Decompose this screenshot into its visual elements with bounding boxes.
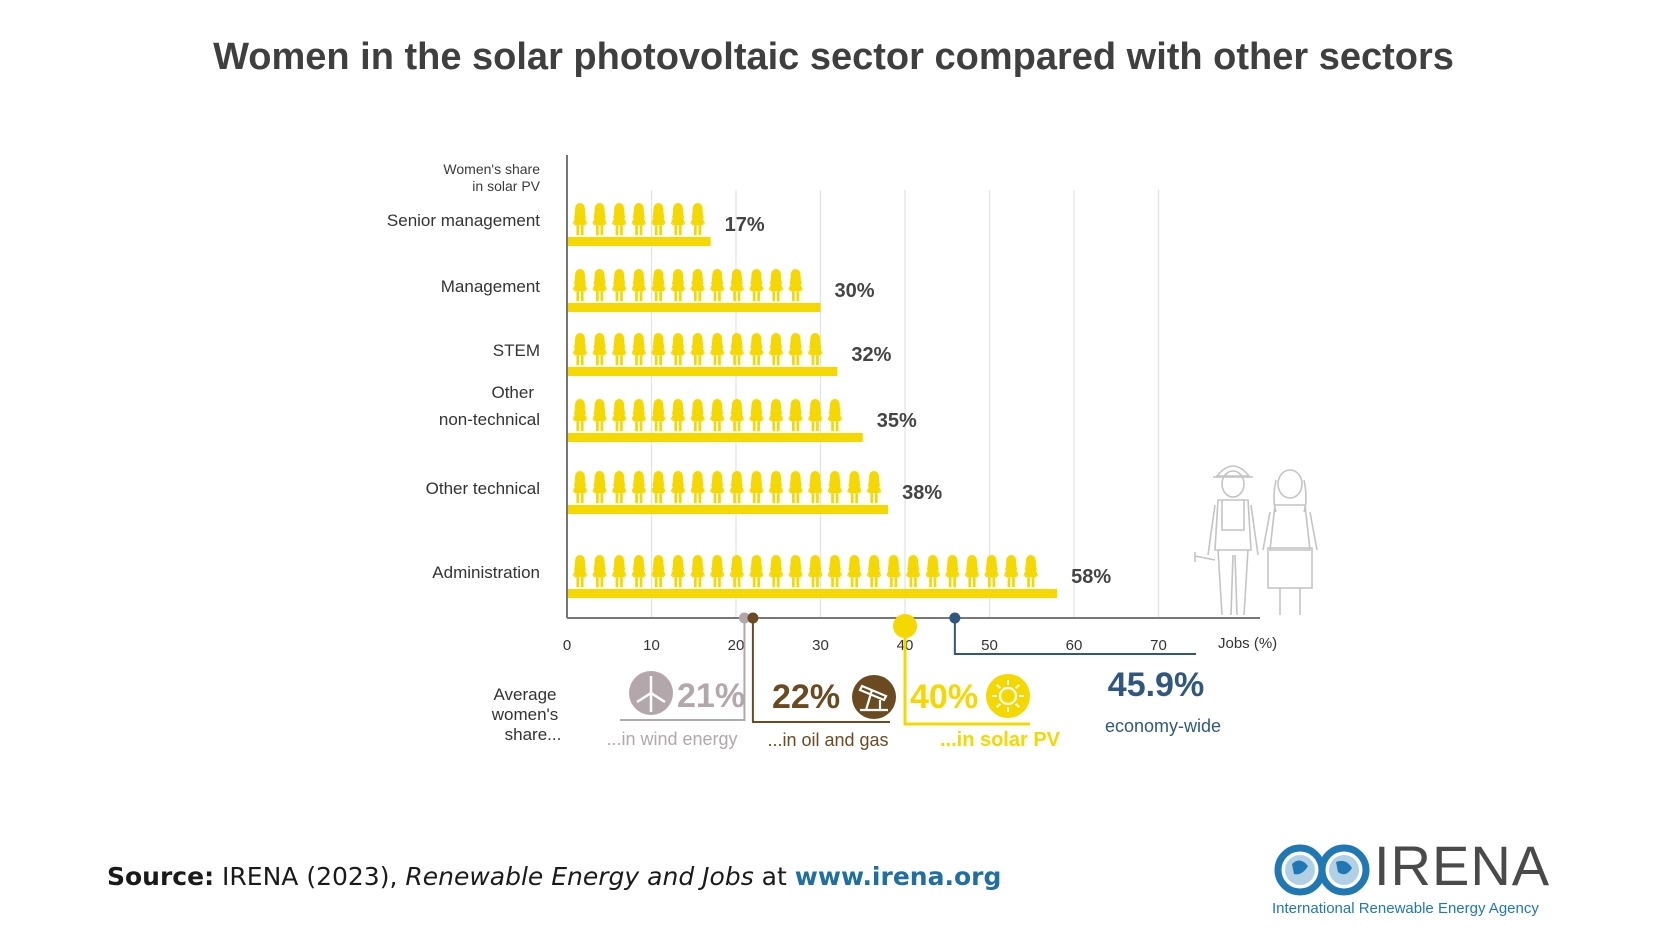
wind-turbine-icon	[629, 671, 673, 715]
globe-infinity-icon	[1274, 844, 1370, 896]
bar-base	[567, 303, 821, 312]
category-label: Other technical	[426, 479, 540, 498]
bar: 32%	[567, 332, 892, 376]
benchmark-caption: economy-wide	[1105, 716, 1221, 736]
benchmark-solar: 40% ...in solar PV	[893, 614, 1061, 751]
category-label: Senior management	[387, 211, 540, 230]
women-workers-illustration	[1194, 465, 1318, 616]
logo-tagline: International Renewable Energy Agency	[1272, 900, 1539, 917]
irena-logo: IRENA International Renewable Energy Age…	[1272, 838, 1562, 918]
x-tick-label: 60	[1066, 637, 1083, 654]
logo-wordmark: IRENA	[1374, 834, 1551, 897]
value-label: 35%	[877, 410, 917, 432]
bar-base	[567, 367, 838, 376]
benchmark-wind: 21% ...in wind energy	[606, 612, 750, 749]
bar: 30%	[567, 268, 875, 312]
x-tick-label: 50	[981, 637, 998, 654]
oil-pump-icon	[852, 675, 896, 719]
source-text: IRENA (2023),	[222, 862, 398, 891]
value-label: 17%	[725, 214, 765, 236]
bar: 35%	[567, 398, 917, 442]
bar: 38%	[567, 470, 942, 514]
x-tick-label: 0	[563, 637, 571, 654]
woman-figure-row	[572, 332, 823, 366]
sun-icon	[986, 674, 1030, 718]
woman-figure-row	[572, 470, 882, 504]
bar: 17%	[567, 202, 765, 246]
benchmark-caption: ...in solar PV	[940, 729, 1061, 751]
source-label: Source:	[107, 862, 215, 891]
x-tick-label: 10	[643, 637, 660, 654]
value-label: 30%	[835, 280, 875, 302]
source-line: Source: IRENA (2023), Renewable Energy a…	[107, 862, 1001, 891]
x-axis-label: Jobs (%)	[1218, 635, 1277, 652]
benchmark-caption: ...in oil and gas	[767, 730, 888, 750]
x-tick-label: 70	[1150, 637, 1167, 654]
source-connector: at	[761, 862, 787, 891]
benchmark-value: 22%	[772, 678, 840, 716]
category-label: Administration	[432, 563, 540, 582]
benchmark-economy: 45.9% economy-wide	[949, 612, 1221, 736]
woman-figure-row	[572, 398, 843, 432]
bar-base	[567, 433, 863, 442]
bar-base	[567, 505, 889, 514]
benchmark-value: 21%	[677, 677, 745, 715]
bar: 58%	[567, 554, 1111, 598]
category-label: Management	[441, 277, 541, 296]
chart-title: Women in the solar photovoltaic sector c…	[213, 36, 1454, 78]
value-label: 32%	[851, 344, 891, 366]
woman-figure-row	[572, 268, 803, 302]
value-label: 58%	[1071, 566, 1111, 588]
category-label: STEM	[493, 341, 540, 360]
source-url-link[interactable]: www.irena.org	[794, 862, 1002, 891]
bar-base	[567, 237, 711, 246]
value-label: 38%	[902, 482, 942, 504]
x-tick-label: 30	[812, 637, 829, 654]
x-tick-label: 20	[728, 637, 745, 654]
category-label: Other non-technical	[439, 383, 540, 429]
y-axis-header: Women's share in solar PV	[443, 161, 540, 194]
benchmark-oil-gas: 22% ...in oil and gas	[747, 612, 896, 750]
benchmark-value: 45.9%	[1108, 666, 1204, 704]
benchmarks-label: Average women's share...	[491, 685, 562, 744]
woman-figure-row	[572, 554, 1039, 588]
bar-base	[567, 589, 1058, 598]
woman-figure-row	[572, 202, 705, 236]
source-publication: Renewable Energy and Jobs	[405, 862, 754, 891]
benchmark-caption: ...in wind energy	[606, 729, 737, 749]
benchmark-value: 40%	[910, 678, 978, 716]
